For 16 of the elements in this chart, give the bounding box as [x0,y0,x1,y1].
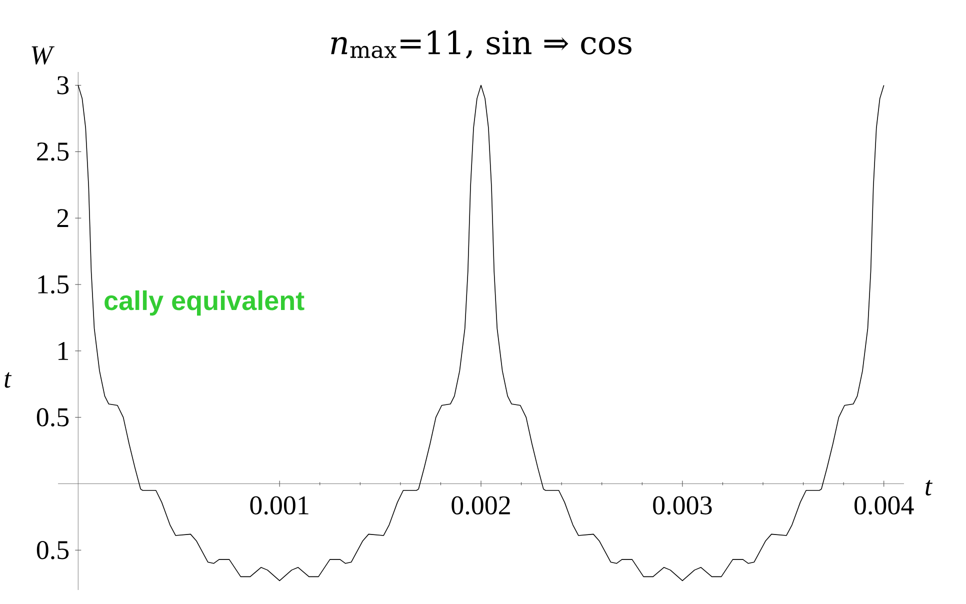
y-tick-label: 0.5 [36,408,69,426]
y-tick-label: 2 [57,209,68,228]
y-axis-title: W [32,46,55,64]
x-tick-label: 0.004 [854,496,914,515]
x-tick-label: 0.001 [250,496,308,515]
y-tick-label: 2.5 [37,142,69,161]
y-tick-label: 1.5 [38,275,69,294]
text: t [4,372,12,388]
y-tick-label: 1 [58,342,68,360]
y-tick-label: 0.5 [36,540,69,560]
annotation: cally equivalent [104,290,304,316]
x-axis-title: t [926,480,933,496]
chart-title: n$_{max}$=11, sin ⇒ cos [331,30,632,58]
y-tick-label: 3 [57,76,69,94]
x-tick-label: 0.002 [452,496,510,515]
x-tick-label: 0.003 [653,496,712,515]
